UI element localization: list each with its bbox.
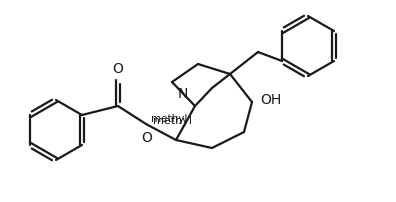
Text: OH: OH (260, 93, 281, 107)
Text: O: O (112, 62, 124, 76)
Text: methyl: methyl (154, 116, 192, 126)
Text: methyl: methyl (150, 114, 187, 124)
Text: O: O (141, 131, 152, 145)
Text: N: N (178, 87, 188, 101)
